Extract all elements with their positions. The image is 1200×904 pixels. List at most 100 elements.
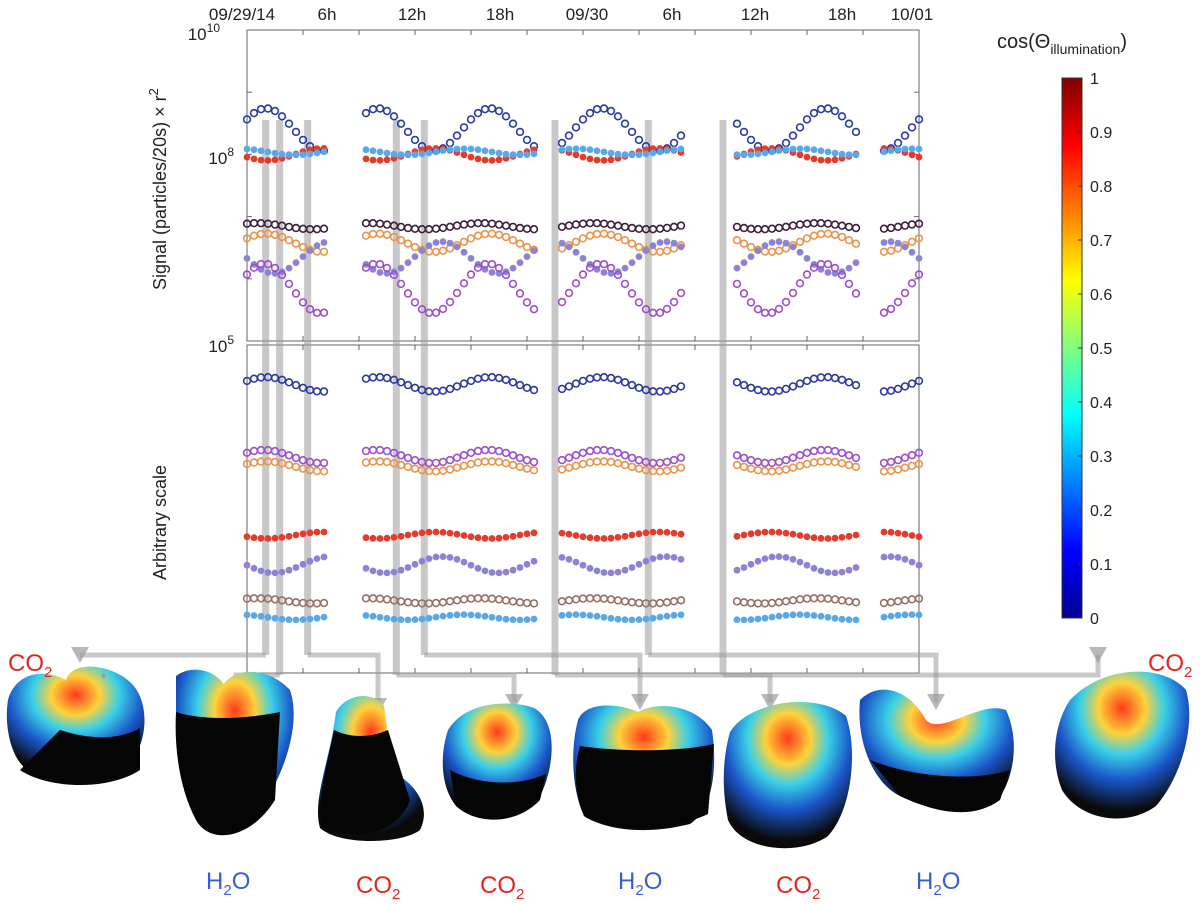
data-point-co: [761, 614, 769, 622]
x-tick-label: 18h: [828, 5, 856, 24]
nucleus-image: [723, 702, 852, 849]
data-point-s6: [656, 553, 664, 561]
data-point-s6: [621, 264, 629, 272]
data-point-s5: [746, 464, 756, 473]
data-point-co2: [473, 108, 483, 118]
data-point-s5: [249, 231, 259, 240]
data-point-co2: [487, 104, 497, 113]
data-point-h2o: [782, 529, 790, 537]
data-point-s5: [382, 230, 392, 240]
data-point-co2: [886, 386, 896, 395]
bottom-y-axis-label: Arbitrary scale: [150, 465, 170, 580]
data-point-s5: [823, 229, 833, 238]
data-point-s7: [732, 279, 742, 289]
data-point-s5: [410, 464, 420, 473]
data-point-co2: [893, 384, 903, 394]
data-point-h2o: [446, 529, 454, 537]
data-point-co2: [634, 135, 644, 145]
data-point-s7: [627, 289, 637, 298]
nucleus-image: [859, 689, 1014, 813]
data-point-co: [579, 145, 587, 153]
data-point-co: [789, 145, 797, 153]
data-point-s7: [662, 304, 672, 314]
data-point-s5: [522, 242, 532, 252]
data-point-co: [586, 146, 594, 154]
data-point-s6: [852, 564, 860, 571]
data-point-s6: [740, 259, 748, 267]
x-tick-label: 6h: [318, 5, 337, 24]
data-point-s5: [459, 237, 469, 247]
data-point-s6: [425, 555, 433, 562]
data-point-s6: [306, 557, 314, 565]
data-point-co: [425, 149, 433, 157]
data-point-h2o: [642, 529, 650, 537]
data-point-h2o: [320, 528, 328, 536]
data-point-s7: [585, 263, 595, 272]
data-point-s6: [600, 269, 608, 276]
data-point-s7: [389, 270, 399, 280]
data-point-s6: [306, 247, 314, 255]
data-point-s5: [291, 462, 301, 472]
data-point-h2o: [488, 157, 496, 164]
data-point-co: [320, 148, 328, 156]
data-point-h2o: [271, 534, 279, 542]
data-point-s4: [844, 222, 854, 232]
data-point-s7: [788, 288, 798, 298]
data-point-s7: [319, 458, 329, 468]
data-point-s4: [823, 594, 833, 603]
data-point-s7: [774, 304, 784, 314]
data-point-h2o: [887, 528, 895, 536]
data-point-s6: [908, 248, 916, 256]
data-point-s4: [788, 221, 798, 230]
data-point-h2o: [264, 535, 272, 542]
data-point-s7: [403, 453, 413, 463]
data-point-co2: [802, 115, 812, 124]
data-point-s5: [886, 246, 896, 255]
data-point-s6: [516, 259, 524, 267]
data-point-s6: [901, 555, 909, 563]
data-point-co2: [809, 374, 819, 383]
data-point-s7: [361, 263, 371, 272]
data-point-co: [523, 616, 531, 623]
data-point-co2: [746, 383, 756, 392]
data-point-h2o: [810, 534, 818, 542]
time-arrow: [555, 672, 773, 702]
data-point-co: [383, 614, 391, 622]
nucleus-label-co2: CO2: [1148, 650, 1193, 681]
data-point-co2: [753, 385, 763, 395]
data-point-co: [481, 147, 489, 155]
data-point-s4: [613, 221, 623, 230]
data-point-co: [453, 611, 461, 619]
data-point-co: [852, 151, 860, 159]
data-point-s5: [592, 457, 602, 466]
data-point-h2o: [775, 528, 783, 536]
data-point-s7: [900, 288, 910, 298]
data-point-s7: [739, 289, 749, 298]
data-point-co: [908, 145, 916, 153]
data-point-s5: [571, 461, 581, 470]
data-point-s4: [501, 596, 511, 605]
data-point-s6: [488, 569, 496, 576]
data-point-h2o: [810, 155, 818, 163]
data-point-s5: [578, 459, 588, 469]
data-point-s7: [578, 270, 588, 279]
data-point-h2o: [901, 530, 909, 538]
data-point-s6: [642, 247, 650, 255]
data-point-s6: [425, 242, 433, 250]
data-point-h2o: [768, 528, 776, 536]
data-point-s5: [452, 463, 462, 472]
data-point-s7: [893, 455, 903, 465]
data-point-h2o: [432, 528, 440, 536]
data-point-s6: [740, 564, 748, 571]
data-point-s4: [914, 219, 924, 228]
data-point-co: [817, 147, 825, 155]
data-point-h2o: [754, 529, 762, 537]
data-point-s4: [599, 594, 609, 603]
data-point-h2o: [761, 528, 769, 536]
data-point-s6: [852, 259, 860, 267]
data-point-co2: [522, 383, 532, 392]
data-point-s7: [284, 451, 294, 460]
data-point-s7: [578, 448, 588, 457]
data-point-s5: [760, 247, 770, 256]
data-point-s6: [845, 264, 853, 272]
